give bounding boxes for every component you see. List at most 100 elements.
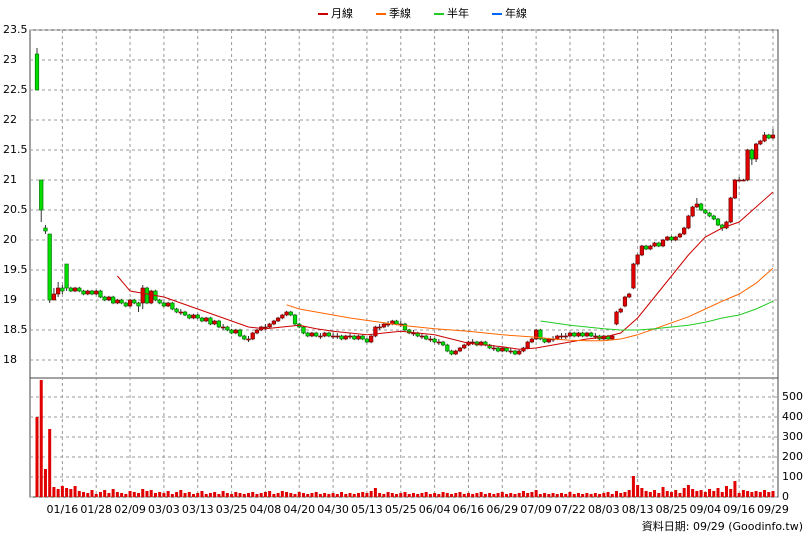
candle-body — [745, 149, 750, 181]
volume-bar — [466, 493, 470, 497]
price-panel — [29, 29, 779, 379]
volume-bar — [251, 492, 255, 497]
candle-body — [157, 299, 162, 304]
candle-body — [182, 311, 188, 316]
candle-body — [677, 233, 683, 238]
volume-bar — [395, 494, 399, 497]
x-tick-label: 03/25 — [216, 503, 248, 516]
ma-line — [286, 267, 774, 342]
candle-body — [335, 335, 340, 338]
candle-body — [377, 326, 382, 329]
volume-bar — [166, 491, 170, 497]
volume-bar — [674, 490, 678, 497]
candle-body — [618, 308, 623, 313]
candle-body — [56, 287, 61, 295]
candle-body — [525, 341, 530, 349]
candle-body — [534, 329, 539, 340]
volume-bar — [517, 493, 521, 497]
volume-bar — [289, 493, 293, 497]
candle-body — [221, 326, 226, 329]
candle-body — [347, 335, 353, 338]
volume-bar — [179, 490, 183, 497]
y2-tick-label: 0 — [782, 490, 789, 503]
candle-body — [94, 290, 99, 295]
candle-body — [728, 197, 733, 223]
candle-body — [72, 287, 78, 292]
volume-bar — [496, 493, 500, 497]
candle-body — [762, 134, 767, 142]
volume-bar — [352, 494, 356, 497]
candle-body — [77, 287, 82, 292]
volume-bar — [120, 493, 124, 497]
volume-bar — [43, 469, 47, 497]
volume-bar — [547, 494, 551, 497]
ma-line — [540, 300, 774, 331]
candle-body — [309, 332, 315, 337]
candle-body — [89, 290, 95, 295]
volume-bar — [407, 494, 411, 497]
x-tick-label: 08/03 — [588, 503, 620, 516]
candle-body — [208, 317, 213, 325]
volume-bar — [411, 493, 415, 497]
volume-bar — [403, 492, 407, 497]
candle-body — [216, 320, 221, 328]
candle-body — [43, 227, 48, 232]
volume-bar — [153, 493, 157, 497]
candle-body — [660, 239, 666, 247]
candle-body — [593, 335, 598, 338]
candle-body — [161, 302, 166, 307]
candle-body — [622, 296, 628, 307]
candle-body — [369, 335, 374, 343]
volume-bar — [306, 494, 310, 497]
candle-body — [589, 332, 594, 337]
volume-bar — [86, 493, 90, 497]
y-tick-label: 22.5 — [3, 83, 28, 96]
candle-body — [698, 203, 704, 211]
y-tick-label: 20 — [3, 233, 17, 246]
volume-bar — [90, 490, 94, 497]
volume-bar — [137, 493, 141, 497]
candle-body — [639, 245, 644, 256]
x-tick-label: 02/09 — [114, 503, 146, 516]
volume-bar — [369, 491, 373, 497]
volume-bar — [204, 494, 208, 497]
volume-bar — [386, 492, 390, 497]
volume-bar — [551, 493, 555, 497]
candle-body — [529, 338, 534, 343]
volume-bar — [361, 492, 365, 497]
volume-bar — [65, 488, 69, 497]
candle-body — [149, 290, 154, 304]
candle-body — [584, 332, 589, 337]
candle-body — [271, 320, 276, 325]
candle-body — [572, 332, 577, 337]
candle-body — [174, 308, 179, 313]
volume-bar — [530, 492, 534, 497]
volume-bar — [483, 494, 487, 497]
volume-bar — [708, 489, 712, 497]
candle-body — [288, 311, 293, 316]
volume-bar — [538, 494, 542, 497]
candle-body — [567, 332, 573, 337]
volume-bar — [593, 493, 597, 497]
volume-bar — [52, 487, 56, 497]
candle-body — [242, 335, 247, 340]
volume-bar — [268, 491, 272, 497]
candle-body — [707, 212, 712, 217]
volume-bar — [724, 486, 728, 497]
candle-body — [665, 236, 670, 241]
volume-bar — [648, 492, 652, 497]
volume-bar — [335, 494, 339, 497]
candle-body — [276, 317, 281, 322]
candle-body — [314, 332, 319, 337]
volume-bar — [382, 494, 386, 497]
candle-body — [229, 329, 234, 334]
x-tick-label: 01/28 — [80, 503, 112, 516]
candle-body — [753, 143, 759, 160]
volume-bar — [373, 488, 377, 497]
volume-bar — [192, 494, 196, 497]
candle-body — [51, 293, 57, 301]
volume-bar — [69, 489, 73, 497]
volume-bar — [716, 488, 720, 497]
